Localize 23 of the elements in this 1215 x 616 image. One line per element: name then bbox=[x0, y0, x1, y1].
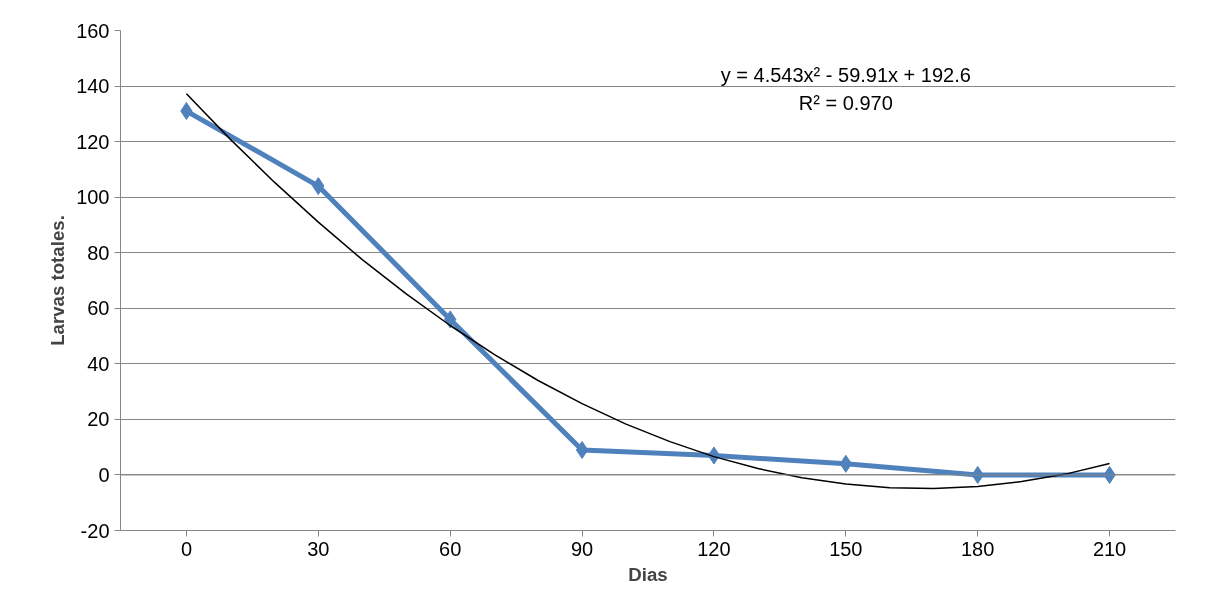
y-tick-label: -20 bbox=[80, 519, 110, 542]
y-tick-label: 80 bbox=[87, 241, 110, 264]
x-tick-label: 210 bbox=[1092, 537, 1127, 560]
y-tick-label: 100 bbox=[76, 186, 110, 209]
y-tick-label: 0 bbox=[98, 463, 110, 486]
x-tick-label: 120 bbox=[697, 537, 731, 560]
annotation: y = 4.543x² - 59.91x + 192.6 bbox=[720, 64, 971, 87]
x-tick-label: 0 bbox=[180, 537, 192, 560]
x-axis-title: Dias bbox=[628, 563, 668, 585]
x-tick-label: 90 bbox=[570, 537, 594, 560]
x-tick-label: 180 bbox=[961, 537, 995, 560]
y-axis-title: Larvas totales. bbox=[47, 215, 69, 346]
y-tick-label: 20 bbox=[87, 408, 110, 431]
x-tick-label: 60 bbox=[439, 537, 462, 560]
y-tick-label: 60 bbox=[87, 297, 110, 320]
x-tick-label: 30 bbox=[307, 537, 330, 560]
y-tick-label: 40 bbox=[87, 352, 110, 375]
annotation: R² = 0.970 bbox=[798, 91, 893, 114]
y-tick-label: 140 bbox=[76, 75, 110, 98]
y-tick-label: 120 bbox=[76, 130, 110, 153]
point bbox=[575, 440, 589, 459]
x-tick-label: 150 bbox=[829, 537, 863, 560]
y-tick-label: 160 bbox=[76, 19, 110, 42]
